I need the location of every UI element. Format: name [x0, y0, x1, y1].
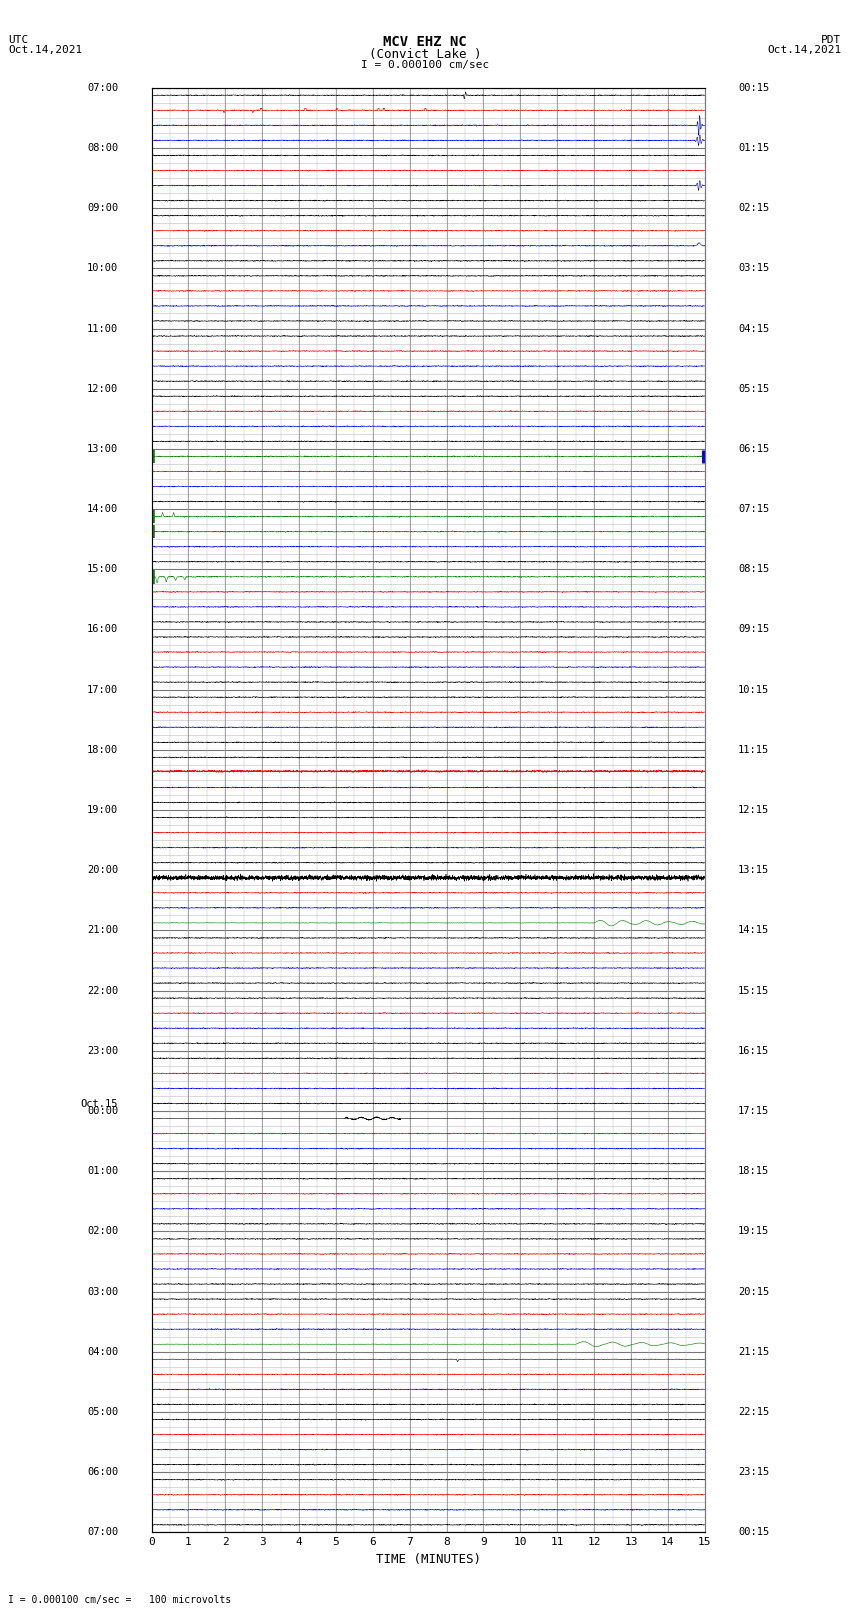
Text: UTC: UTC: [8, 35, 29, 45]
Text: 12:00: 12:00: [87, 384, 118, 394]
Text: 08:15: 08:15: [738, 565, 769, 574]
Text: 19:00: 19:00: [87, 805, 118, 815]
Text: 05:15: 05:15: [738, 384, 769, 394]
Text: 22:00: 22:00: [87, 986, 118, 995]
Text: 00:15: 00:15: [738, 1528, 769, 1537]
Text: 21:00: 21:00: [87, 926, 118, 936]
Text: 01:00: 01:00: [87, 1166, 118, 1176]
Text: 07:00: 07:00: [87, 82, 118, 92]
Text: 04:15: 04:15: [738, 324, 769, 334]
Text: 22:15: 22:15: [738, 1407, 769, 1416]
Text: I = 0.000100 cm/sec =   100 microvolts: I = 0.000100 cm/sec = 100 microvolts: [8, 1595, 232, 1605]
Text: 15:00: 15:00: [87, 565, 118, 574]
Text: 02:15: 02:15: [738, 203, 769, 213]
Text: 18:15: 18:15: [738, 1166, 769, 1176]
Text: 20:00: 20:00: [87, 865, 118, 876]
Text: 00:00: 00:00: [87, 1107, 118, 1116]
Text: 23:00: 23:00: [87, 1045, 118, 1057]
Text: 01:15: 01:15: [738, 144, 769, 153]
Text: 04:00: 04:00: [87, 1347, 118, 1357]
Text: 06:15: 06:15: [738, 444, 769, 453]
Text: 23:15: 23:15: [738, 1468, 769, 1478]
Text: 21:15: 21:15: [738, 1347, 769, 1357]
Text: 17:00: 17:00: [87, 684, 118, 695]
Text: 16:00: 16:00: [87, 624, 118, 634]
Text: 10:00: 10:00: [87, 263, 118, 273]
Text: (Convict Lake ): (Convict Lake ): [369, 48, 481, 61]
X-axis label: TIME (MINUTES): TIME (MINUTES): [376, 1553, 480, 1566]
Text: 08:00: 08:00: [87, 144, 118, 153]
Text: 06:00: 06:00: [87, 1468, 118, 1478]
Text: 11:15: 11:15: [738, 745, 769, 755]
Text: 13:15: 13:15: [738, 865, 769, 876]
Text: 10:15: 10:15: [738, 684, 769, 695]
Text: 14:15: 14:15: [738, 926, 769, 936]
Text: 11:00: 11:00: [87, 324, 118, 334]
Text: Oct.14,2021: Oct.14,2021: [768, 45, 842, 55]
Text: 20:15: 20:15: [738, 1287, 769, 1297]
Text: 05:00: 05:00: [87, 1407, 118, 1416]
Text: 17:15: 17:15: [738, 1107, 769, 1116]
Text: 16:15: 16:15: [738, 1045, 769, 1057]
Text: 13:00: 13:00: [87, 444, 118, 453]
Text: 15:15: 15:15: [738, 986, 769, 995]
Text: 14:00: 14:00: [87, 505, 118, 515]
Text: 03:15: 03:15: [738, 263, 769, 273]
Text: 09:15: 09:15: [738, 624, 769, 634]
Text: 12:15: 12:15: [738, 805, 769, 815]
Text: 19:15: 19:15: [738, 1226, 769, 1237]
Text: MCV EHZ NC: MCV EHZ NC: [383, 35, 467, 50]
Text: I = 0.000100 cm/sec: I = 0.000100 cm/sec: [361, 60, 489, 69]
Text: 18:00: 18:00: [87, 745, 118, 755]
Text: 03:00: 03:00: [87, 1287, 118, 1297]
Text: 07:15: 07:15: [738, 505, 769, 515]
Text: Oct.15: Oct.15: [81, 1098, 118, 1108]
Text: 02:00: 02:00: [87, 1226, 118, 1237]
Text: Oct.14,2021: Oct.14,2021: [8, 45, 82, 55]
Text: 07:00: 07:00: [87, 1528, 118, 1537]
Text: PDT: PDT: [821, 35, 842, 45]
Text: 00:15: 00:15: [738, 82, 769, 92]
Text: 09:00: 09:00: [87, 203, 118, 213]
